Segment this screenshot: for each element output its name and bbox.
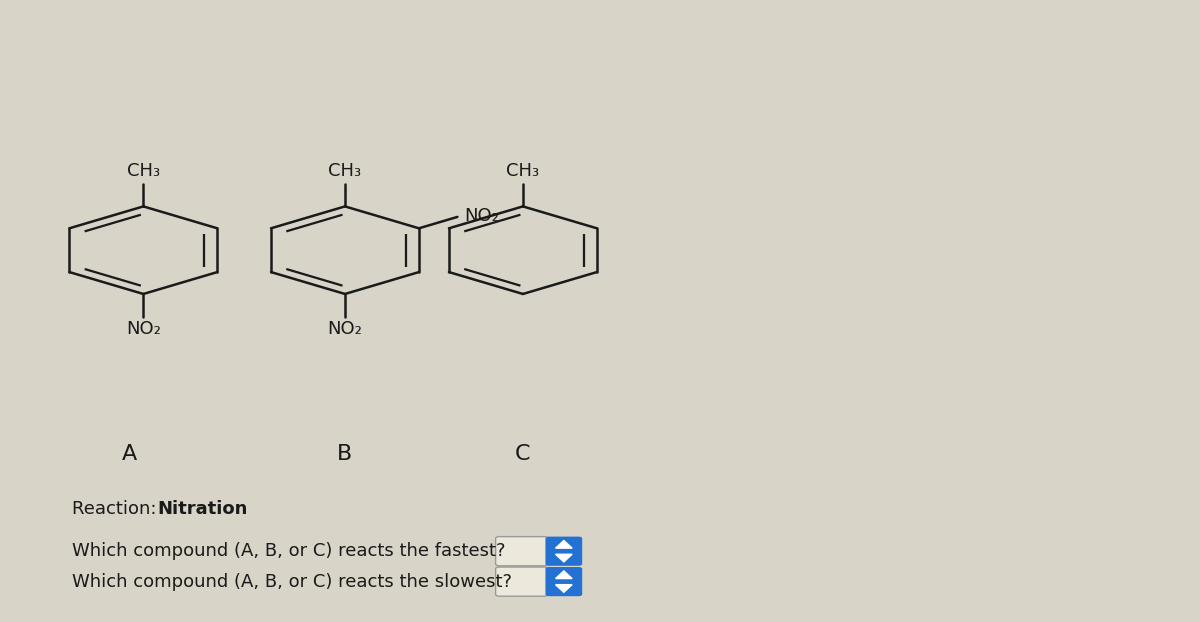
Text: CH₃: CH₃ (329, 162, 361, 180)
Text: CH₃: CH₃ (127, 162, 160, 180)
Text: Nitration: Nitration (157, 499, 248, 518)
Text: Which compound (A, B, or C) reacts the fastest?: Which compound (A, B, or C) reacts the f… (72, 542, 505, 560)
Text: NO₂: NO₂ (328, 320, 362, 338)
Text: NO₂: NO₂ (126, 320, 161, 338)
Text: B: B (337, 444, 353, 464)
FancyBboxPatch shape (546, 567, 582, 596)
Text: Reaction:: Reaction: (72, 499, 162, 518)
Polygon shape (556, 571, 572, 578)
FancyBboxPatch shape (546, 537, 582, 566)
FancyBboxPatch shape (496, 537, 548, 566)
Text: A: A (121, 444, 137, 464)
Polygon shape (556, 554, 572, 562)
Text: CH₃: CH₃ (506, 162, 540, 180)
Text: NO₂: NO₂ (464, 207, 499, 225)
Polygon shape (556, 585, 572, 592)
Text: Which compound (A, B, or C) reacts the slowest?: Which compound (A, B, or C) reacts the s… (72, 573, 512, 591)
FancyBboxPatch shape (496, 567, 548, 596)
Polygon shape (556, 541, 572, 548)
Text: C: C (515, 444, 530, 464)
